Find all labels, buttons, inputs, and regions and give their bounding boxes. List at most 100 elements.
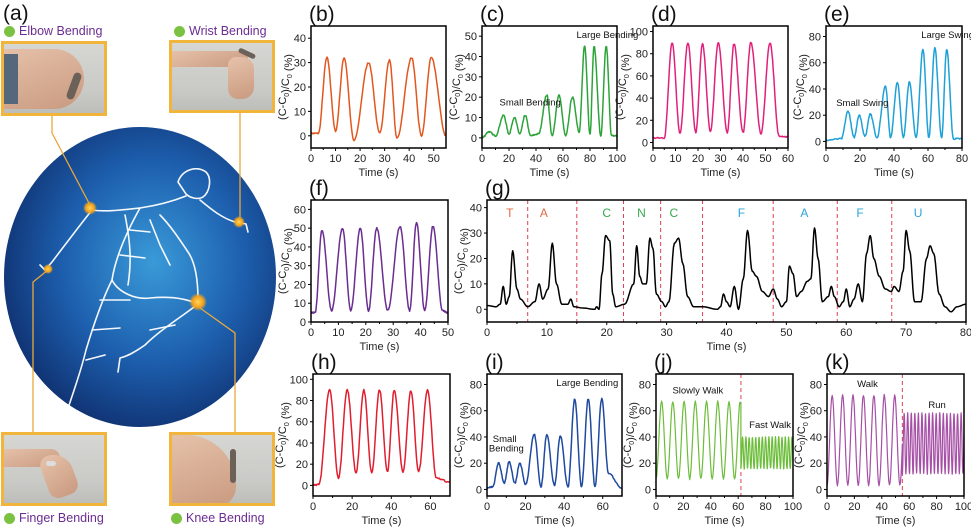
y-label-part: (%)	[628, 402, 640, 422]
x-tick-label: 60	[424, 501, 436, 513]
x-tick-label: 10	[541, 327, 553, 339]
y-tick-label: 20	[294, 82, 306, 94]
x-tick-label: 80	[930, 501, 942, 513]
y-label-subscript: 0	[460, 267, 467, 271]
y-tick-label: 40	[294, 33, 306, 45]
y-axis-label: (C-C0)/C0 (%)	[622, 402, 640, 468]
y-tick-label: 80	[810, 379, 822, 391]
panel-label-e: (e)	[824, 3, 850, 26]
y-tick-label: 20	[470, 253, 482, 265]
panel-label-g: (g)	[485, 177, 511, 200]
y-tick-label: 20	[470, 458, 482, 470]
y-tick-label: 20	[636, 115, 648, 127]
elbow-sensor-glow	[83, 201, 97, 215]
y-label-subscript: 0	[800, 441, 807, 445]
y-label-part: C	[622, 445, 634, 453]
x-tick-label: 20	[854, 153, 866, 165]
plot-frame	[312, 373, 451, 497]
x-tick-label: 30	[661, 327, 673, 339]
y-label-part: (C-	[453, 278, 465, 294]
y-tick-label: 50	[294, 223, 306, 235]
y-tick-label: 100	[290, 374, 308, 386]
y-tick-label: 40	[810, 432, 822, 444]
y-axis-label: (C-C0)/C0 (%)	[448, 54, 466, 120]
x-tick-label: 80	[584, 153, 596, 165]
y-label-part: (C-	[793, 452, 805, 468]
y-label-part: C	[451, 78, 463, 86]
y-tick-label: 60	[809, 58, 821, 70]
y-label-part: C	[280, 252, 292, 260]
chart-g: (g) 0 10 20 30 40 50 60 70 80 0 10 20 30 40 Time (s) (C-…	[453, 177, 971, 353]
x-tick-label: 40	[888, 153, 900, 165]
y-label-part: (%)	[283, 228, 295, 248]
y-label-part: (C-	[614, 104, 626, 120]
x-tick-label: 50	[442, 327, 454, 339]
y-label-part: C	[456, 252, 468, 260]
y-label-part: )/	[456, 433, 468, 441]
y-label-part: (%)	[620, 54, 632, 74]
letter-segment-label: F	[856, 206, 863, 220]
y-label-part: (C-	[448, 104, 460, 120]
y-label-part: (C-	[277, 104, 289, 120]
panel-a-label: (a)	[3, 2, 29, 25]
x-tick-label: 0	[310, 501, 316, 513]
y-label-part: C	[792, 97, 804, 105]
y-axis-label: (C-C0)/C0 (%)	[614, 54, 632, 120]
y-tick-label: 100	[630, 27, 648, 39]
y-tick-label: 20	[296, 459, 308, 471]
y-tick-label: 0	[815, 136, 821, 148]
y-axis-label: (C-C0)/C0 (%)	[453, 228, 471, 294]
annotation-label: Small Swing	[836, 98, 888, 109]
y-label-subscript: 0	[629, 441, 636, 445]
x-tick-label: 20	[601, 327, 613, 339]
elbow-bending-text: Elbow Bending	[19, 24, 103, 38]
y-label-subscript: 0	[287, 248, 294, 252]
y-axis-label: (C-C0)/C0 (%)	[793, 402, 811, 468]
x-tick-label: 80	[960, 327, 971, 339]
y-tick-label: 10	[470, 279, 482, 291]
y-label-subscript: 0	[803, 422, 810, 426]
y-label-part: C	[280, 78, 292, 86]
finger-photo	[1, 432, 107, 506]
x-tick-label: 40	[876, 501, 888, 513]
y-tick-label: 80	[639, 379, 651, 391]
annotation-label: Large Swing	[921, 30, 971, 41]
data-series-h	[313, 388, 450, 487]
y-tick-label: 40	[470, 203, 482, 215]
x-tick-label: 80	[956, 153, 968, 165]
y-tick-label: 80	[636, 49, 648, 61]
y-label-part: (C-	[277, 278, 289, 294]
x-tick-label: 40	[414, 327, 426, 339]
y-label-part: (C-	[622, 452, 634, 468]
x-tick-label: 50	[428, 153, 440, 165]
y-tick-label: 10	[294, 106, 306, 118]
annotation-label: Small Bending	[500, 97, 561, 108]
y-label-part: C	[448, 97, 460, 105]
x-tick-label: 20	[848, 501, 860, 513]
plot-frame	[825, 25, 963, 149]
y-label-part: )/	[625, 433, 637, 441]
y-label-part: )/	[796, 433, 808, 441]
letter-segment-label: U	[914, 206, 923, 220]
x-tick-label: 0	[824, 501, 830, 513]
elbow-photo	[1, 41, 107, 116]
wrist-bending-label: Wrist Bending	[174, 24, 267, 38]
annotation-label: Slowly Walk	[672, 386, 723, 397]
wrist-sensor-glow	[233, 216, 245, 228]
x-axis-label: Time (s)	[707, 341, 747, 353]
x-tick-label: 20	[346, 501, 358, 513]
finger-connector	[32, 269, 49, 432]
y-label-part: )/	[456, 259, 468, 267]
y-tick-label: 60	[296, 417, 308, 429]
y-label-part: )/	[795, 85, 807, 93]
x-tick-label: 60	[903, 501, 915, 513]
wrist-photo	[169, 40, 275, 113]
y-tick-label: 80	[809, 31, 821, 43]
x-tick-label: 70	[900, 327, 912, 339]
x-tick-label: 40	[530, 153, 542, 165]
